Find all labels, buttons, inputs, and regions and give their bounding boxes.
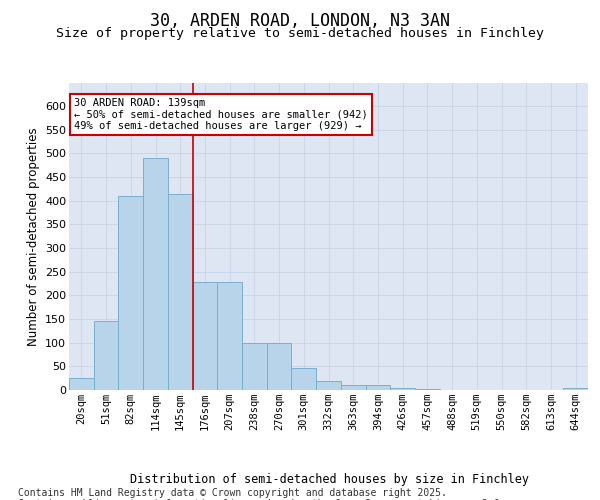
Bar <box>365 386 390 390</box>
Bar <box>242 342 267 390</box>
Bar <box>390 388 415 390</box>
Bar <box>563 388 588 390</box>
Text: 30 ARDEN ROAD: 139sqm
← 50% of semi-detached houses are smaller (942)
49% of sem: 30 ARDEN ROAD: 139sqm ← 50% of semi-deta… <box>74 98 368 132</box>
Text: Contains HM Land Registry data © Crown copyright and database right 2025.
Contai: Contains HM Land Registry data © Crown c… <box>18 488 506 500</box>
Text: Distribution of semi-detached houses by size in Finchley: Distribution of semi-detached houses by … <box>131 472 530 486</box>
Bar <box>267 342 292 390</box>
Y-axis label: Number of semi-detached properties: Number of semi-detached properties <box>26 127 40 346</box>
Bar <box>415 389 440 390</box>
Bar <box>217 282 242 390</box>
Bar <box>94 322 118 390</box>
Bar <box>143 158 168 390</box>
Bar <box>292 368 316 390</box>
Bar <box>341 386 365 390</box>
Text: Size of property relative to semi-detached houses in Finchley: Size of property relative to semi-detach… <box>56 28 544 40</box>
Bar <box>316 382 341 390</box>
Text: 30, ARDEN ROAD, LONDON, N3 3AN: 30, ARDEN ROAD, LONDON, N3 3AN <box>150 12 450 30</box>
Bar <box>118 196 143 390</box>
Bar <box>168 194 193 390</box>
Bar <box>69 378 94 390</box>
Bar <box>193 282 217 390</box>
